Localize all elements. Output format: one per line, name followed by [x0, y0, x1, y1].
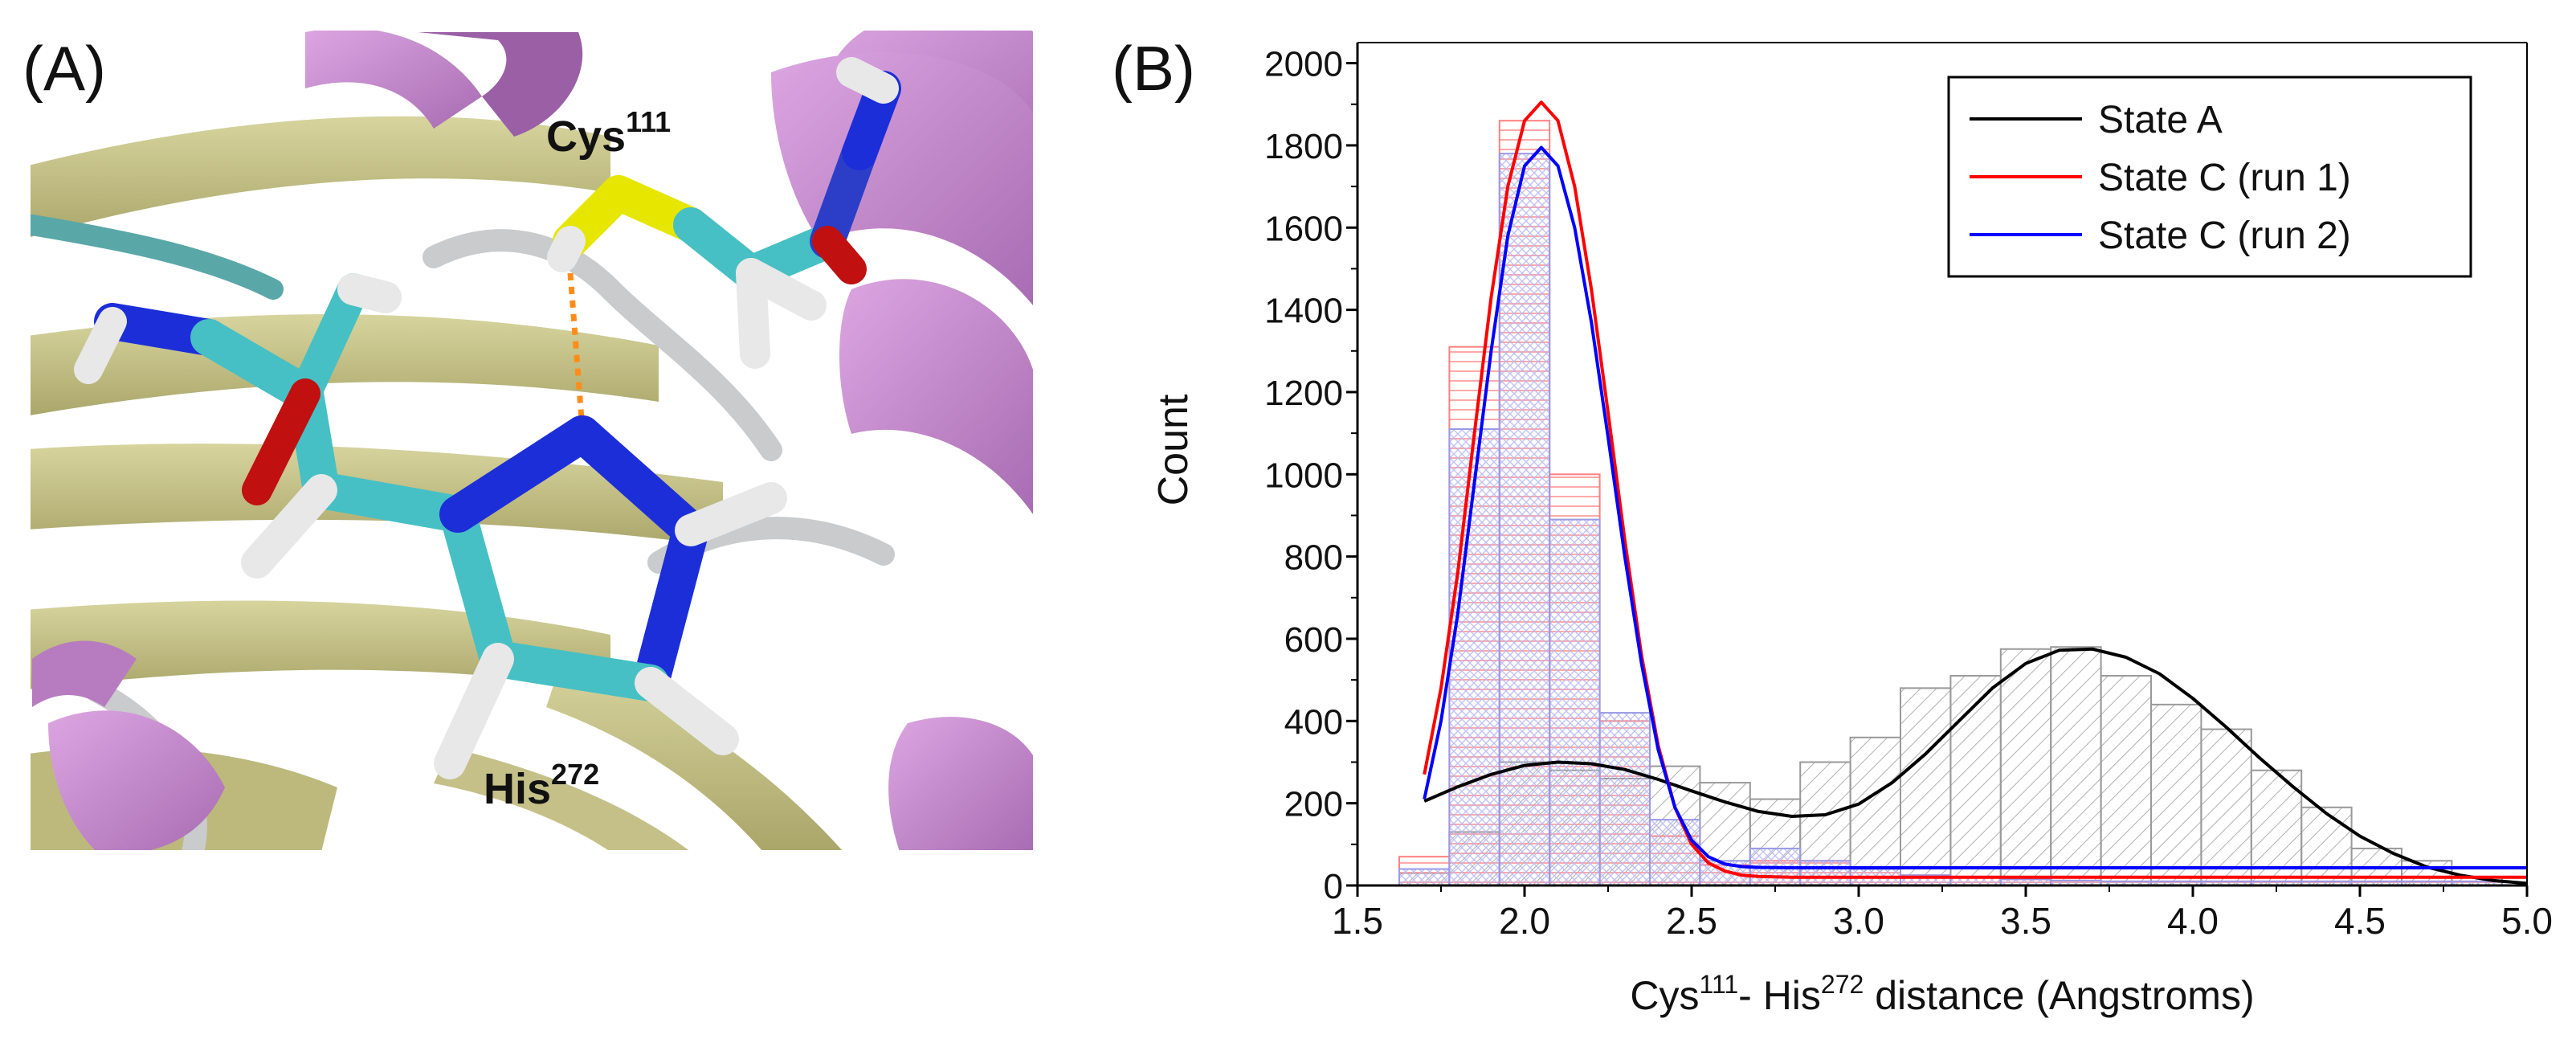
- y-tick-label: 600: [1284, 620, 1343, 660]
- x-tick-label: 4.5: [2334, 900, 2386, 942]
- x-tick-label: 2.0: [1499, 900, 1550, 942]
- histogram-bar: [1549, 518, 1601, 887]
- y-tick-label: 800: [1284, 538, 1343, 578]
- histogram-bar: [1949, 675, 2002, 887]
- y-tick-label: 2000: [1264, 45, 1343, 84]
- histogram-bar: [1799, 860, 1851, 887]
- y-tick-label: 200: [1284, 785, 1343, 824]
- alpha-helix-ribbons: [32, 31, 1033, 850]
- legend-entry: State A: [2098, 99, 2223, 141]
- histogram-bar: [1598, 712, 1651, 887]
- y-axis-label: Count: [1150, 394, 1197, 505]
- his-residue-sticks: [74, 273, 787, 779]
- x-tick-label: 3.5: [2000, 900, 2051, 942]
- histogram-bar: [2200, 728, 2252, 886]
- panel-b-label: (B): [1112, 33, 1195, 104]
- legend-entry: State C (run 1): [2098, 157, 2351, 199]
- histogram-bar: [2150, 703, 2202, 886]
- panel-a-label: (A): [22, 33, 106, 104]
- x-tick-label: 5.0: [2501, 900, 2553, 942]
- fit-curve-state-a: [1423, 647, 2528, 885]
- histogram-bar: [1398, 868, 1451, 887]
- his-residue-label: His272: [484, 758, 599, 813]
- x-axis-label: Cys111- His272 distance (Angstroms): [1630, 970, 2254, 1018]
- panel-a: (A) Cys111 His272: [22, 31, 1033, 850]
- histogram-bar: [1900, 687, 1952, 886]
- histogram-bar: [1448, 428, 1500, 886]
- y-tick-label: 1800: [1264, 127, 1343, 166]
- x-tick-label: 3.0: [1833, 900, 1884, 942]
- x-tick-label: 4.0: [2167, 900, 2219, 942]
- molecular-render: [31, 31, 1033, 850]
- cys-residue-label: Cys111: [546, 105, 671, 161]
- histogram-bar: [1649, 819, 1701, 886]
- histogram-chart: 1.5 2.0 2.5 3.0 3.5 4.0 4.5 5.0 0 200 400 600 800 100…: [1150, 42, 2553, 1018]
- y-tick-label: 1000: [1264, 456, 1343, 495]
- legend-entry: State C (run 2): [2098, 215, 2351, 257]
- teal-coil: [31, 215, 284, 300]
- histogram-bar: [2100, 675, 2153, 887]
- histogram-bar: [2300, 806, 2353, 887]
- x-tick-label: 1.5: [1332, 900, 1383, 942]
- y-tick-label: 1600: [1264, 209, 1343, 248]
- fit-curve-state-c-run2: [1423, 145, 2527, 869]
- panel-b: (B) 1.5 2.0 2.5 3.0 3.5 4.0 4.5 5.0 0 200 400 600 80…: [1112, 33, 2553, 1018]
- x-tick-label: 2.5: [1666, 900, 1717, 942]
- legend: State A State C (run 1) State C (run 2): [1947, 76, 2472, 278]
- histogram-bar: [1849, 736, 1902, 886]
- y-tick-label: 1200: [1264, 374, 1343, 413]
- cys-residue-sticks: [547, 57, 901, 369]
- y-tick-label: 1400: [1264, 292, 1343, 331]
- histogram-bar: [2050, 646, 2102, 887]
- y-tick-label: 400: [1284, 702, 1343, 742]
- y-tick-label: 0: [1324, 867, 1343, 906]
- histogram-bar: [1498, 153, 1551, 887]
- histogram-bar: [1999, 648, 2052, 887]
